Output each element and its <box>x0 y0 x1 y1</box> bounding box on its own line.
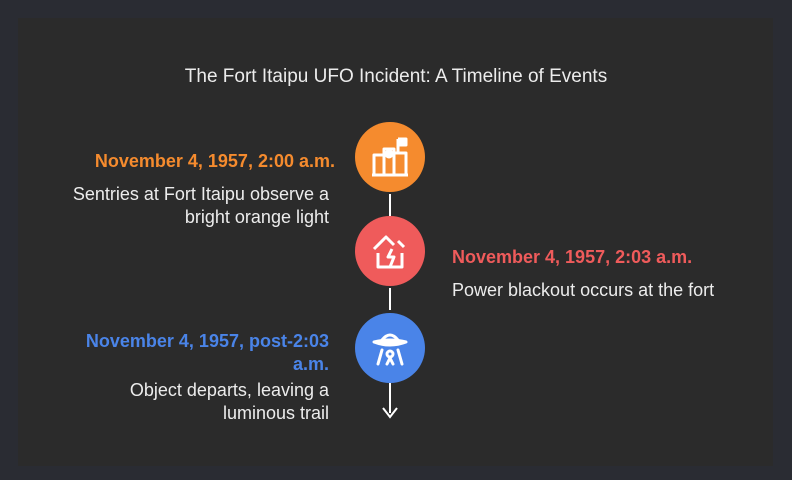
diagram-title: The Fort Itaipu UFO Incident: A Timeline… <box>184 66 608 87</box>
timeline-event-3: November 4, 1957, post-2:03 a.m. Object … <box>20 330 335 425</box>
broken-house-icon <box>355 216 425 286</box>
timeline-event-2: November 4, 1957, 2:03 a.m. Power blacko… <box>452 246 772 302</box>
event-date: November 4, 1957, 2:00 a.m. <box>94 151 335 171</box>
connector-line-2 <box>389 288 391 310</box>
fort-icon <box>355 122 425 192</box>
event-description: Power blackout occurs at the fort <box>452 280 715 300</box>
event-description: Sentries at Fort Itaipu observe a bright… <box>72 184 329 227</box>
timeline-event-1: November 4, 1957, 2:00 a.m. Sentries at … <box>20 150 335 229</box>
event-description: Object departs, leaving a luminous trail <box>129 380 329 423</box>
event-date: November 4, 1957, 2:03 a.m. <box>452 247 693 267</box>
connector-line-3 <box>389 383 391 413</box>
connector-line-1 <box>389 194 391 216</box>
arrow-down-icon <box>382 407 398 419</box>
ufo-icon <box>355 313 425 383</box>
event-date: November 4, 1957, post-2:03 a.m. <box>85 331 329 374</box>
